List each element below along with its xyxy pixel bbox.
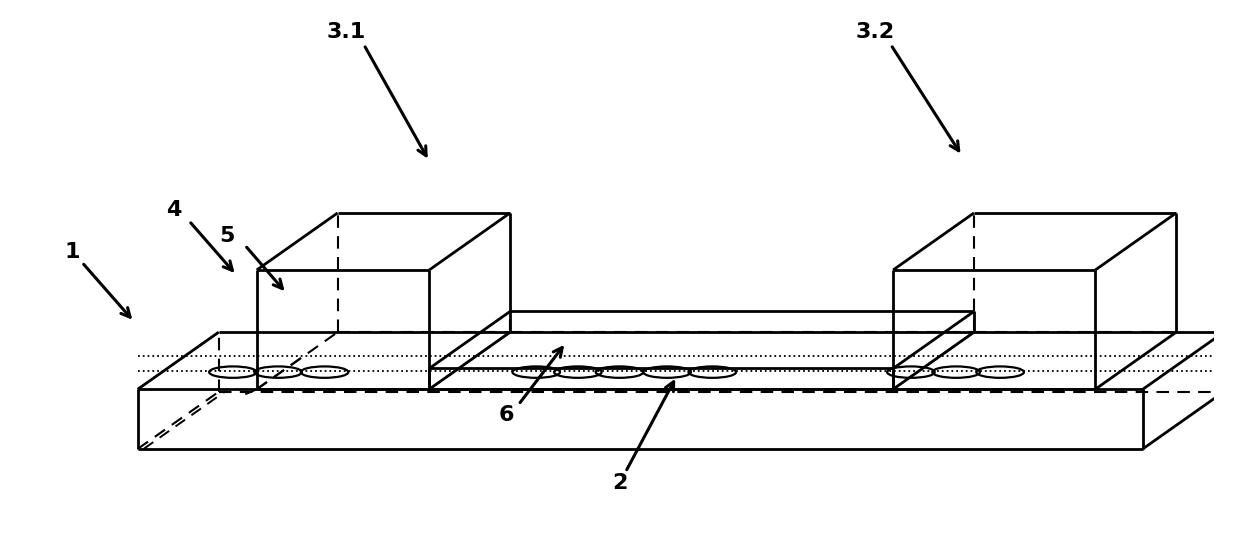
Text: 1: 1 (64, 242, 81, 262)
Text: 5: 5 (219, 226, 234, 246)
Text: 3.1: 3.1 (326, 22, 366, 42)
Text: 4: 4 (166, 200, 181, 220)
Text: 2: 2 (612, 472, 627, 492)
Text: 6: 6 (499, 405, 514, 425)
Text: 3.2: 3.2 (856, 22, 895, 42)
